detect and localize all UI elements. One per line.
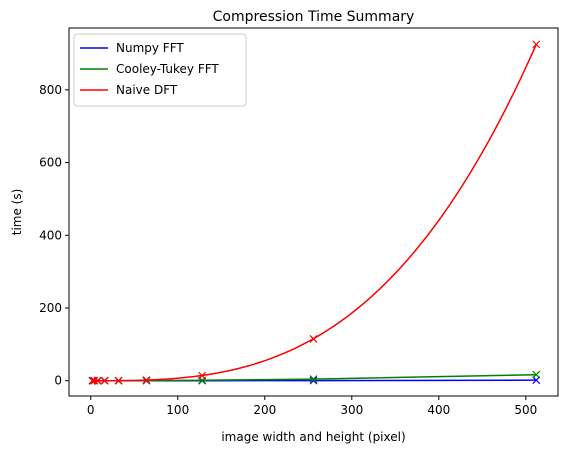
data-point-numpy-fft — [309, 376, 318, 385]
x-tick-label: 400 — [427, 403, 450, 417]
data-point-naive-dft — [93, 376, 102, 385]
plot-series — [88, 40, 541, 385]
data-point-naive-dft — [309, 334, 318, 343]
legend-label-cooley-tukey-fft: Cooley-Tukey FFT — [116, 62, 219, 76]
y-axis-label: time (s) — [10, 189, 24, 236]
data-point-naive-dft — [90, 376, 99, 385]
data-point-naive-dft — [142, 376, 151, 384]
x-axis-label: image width and height (pixel) — [221, 430, 405, 444]
legend-label-naive-dft: Naive DFT — [116, 83, 178, 97]
y-tick-label: 800 — [39, 83, 62, 97]
legend: Numpy FFT Cooley-Tukey FFT Naive DFT — [73, 33, 247, 107]
x-tick-label: 500 — [514, 403, 537, 417]
data-point-cooley-tukey-fft — [309, 375, 318, 384]
x-tick-label: 300 — [340, 403, 363, 417]
data-point-naive-dft — [532, 40, 541, 49]
data-point-naive-dft — [114, 376, 123, 385]
x-tick-label: 0 — [87, 403, 95, 417]
plot-area-frame — [68, 27, 559, 397]
legend-label-numpy-fft: Numpy FFT — [116, 41, 184, 55]
data-point-cooley-tukey-fft — [532, 370, 541, 379]
x-tick-label: 200 — [253, 403, 276, 417]
data-point-naive-dft — [198, 371, 207, 380]
data-point-naive-dft — [100, 376, 109, 385]
y-tick-label: 200 — [39, 301, 62, 315]
chart-title: Compression Time Summary — [213, 9, 415, 25]
legend-box — [73, 33, 247, 107]
x-axis-ticks: 0 100 200 300 400 500 — [87, 396, 537, 417]
y-tick-label: 400 — [39, 228, 62, 242]
y-tick-label: 0 — [54, 374, 62, 388]
y-axis-ticks: 0 200 400 600 800 — [39, 83, 69, 388]
x-tick-label: 100 — [166, 403, 189, 417]
y-tick-label: 600 — [39, 156, 62, 170]
